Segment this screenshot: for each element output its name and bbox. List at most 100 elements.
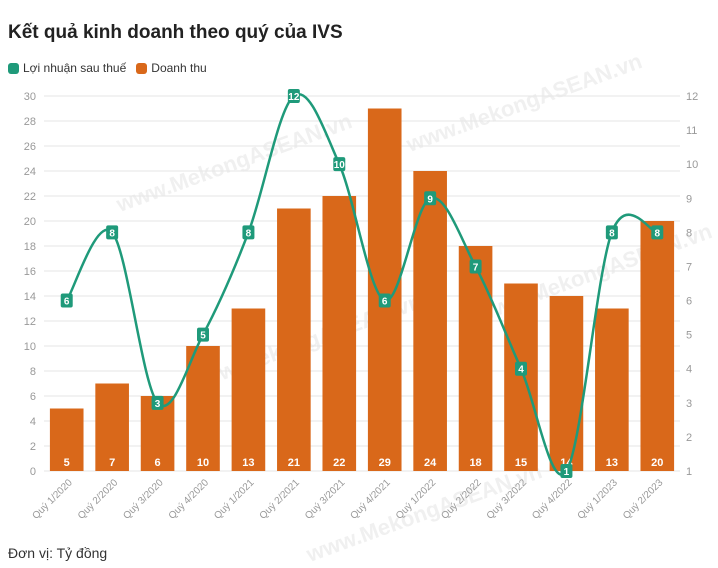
legend-swatch-profit bbox=[8, 62, 19, 74]
bar bbox=[640, 221, 675, 471]
x-tick-label: Quý 1/2022 bbox=[394, 477, 439, 522]
line-point bbox=[378, 293, 391, 308]
line-point bbox=[287, 89, 300, 103]
bar-value-label: 7 bbox=[109, 457, 115, 469]
y-left-tick-label: 18 bbox=[24, 241, 36, 253]
line-point bbox=[242, 225, 255, 240]
line-value-label: 12 bbox=[288, 92, 300, 103]
line-point bbox=[424, 191, 437, 206]
y-right-tick-label: 11 bbox=[686, 125, 697, 137]
x-tick-label: Quý 2/2021 bbox=[258, 477, 303, 522]
x-tick-label: Quý 1/2023 bbox=[576, 477, 621, 522]
y-left-tick-label: 6 bbox=[30, 391, 36, 403]
y-left-tick-label: 8 bbox=[30, 366, 36, 378]
legend: Lợi nhuận sau thuế Doanh thu bbox=[8, 61, 217, 75]
y-right-tick-label: 4 bbox=[686, 364, 692, 376]
bar bbox=[49, 408, 84, 471]
line-value-label: 8 bbox=[109, 228, 115, 239]
line-value-label: 6 bbox=[64, 297, 70, 308]
line-value-label: 6 bbox=[382, 297, 388, 308]
legend-item-profit[interactable]: Lợi nhuận sau thuế bbox=[8, 61, 126, 75]
bar bbox=[549, 296, 584, 471]
y-right-tick-label: 12 bbox=[686, 91, 698, 103]
bar bbox=[277, 208, 311, 471]
bar bbox=[595, 308, 629, 471]
line-value-label: 7 bbox=[473, 262, 479, 273]
y-right-tick-label: 9 bbox=[686, 193, 692, 205]
bar-value-label: 18 bbox=[469, 457, 481, 469]
line-value-label: 10 bbox=[334, 160, 346, 171]
y-left-tick-label: 16 bbox=[24, 266, 36, 278]
y-left-tick-label: 20 bbox=[24, 216, 36, 228]
bar-value-label: 13 bbox=[242, 457, 254, 469]
x-tick-label: Quý 1/2021 bbox=[212, 477, 257, 522]
line-point bbox=[651, 225, 664, 240]
bar bbox=[186, 346, 220, 471]
line-value-label: 9 bbox=[427, 194, 433, 205]
y-left-tick-label: 30 bbox=[24, 91, 36, 103]
bar bbox=[231, 308, 266, 471]
line-value-label: 4 bbox=[518, 365, 524, 376]
bar-value-label: 29 bbox=[379, 457, 391, 469]
y-left-tick-label: 2 bbox=[30, 441, 36, 453]
y-left-tick-label: 0 bbox=[30, 466, 36, 478]
y-right-tick-label: 2 bbox=[686, 432, 692, 444]
bar bbox=[95, 383, 129, 471]
y-left-tick-label: 28 bbox=[24, 116, 36, 128]
y-right-tick-label: 7 bbox=[686, 261, 692, 273]
line-value-label: 8 bbox=[609, 228, 615, 239]
legend-label-profit: Lợi nhuận sau thuế bbox=[23, 61, 127, 75]
y-right-tick-label: 5 bbox=[686, 330, 692, 342]
y-left-tick-label: 26 bbox=[24, 141, 36, 153]
y-left-tick-label: 14 bbox=[24, 291, 36, 303]
line-point bbox=[560, 464, 573, 478]
line-value-label: 3 bbox=[155, 399, 161, 410]
line-value-label: 5 bbox=[200, 331, 206, 342]
line-value-label: 1 bbox=[564, 467, 570, 478]
line-point bbox=[515, 361, 527, 376]
bar-value-label: 21 bbox=[288, 457, 300, 469]
line-point bbox=[106, 225, 119, 240]
line-point bbox=[605, 225, 618, 240]
y-left-tick-label: 12 bbox=[24, 316, 36, 328]
y-right-tick-label: 3 bbox=[686, 398, 692, 410]
line-point bbox=[151, 395, 164, 410]
unit-note: Đơn vị: Tỷ đồng bbox=[8, 545, 108, 561]
bar bbox=[413, 171, 447, 471]
x-tick-label: Quý 3/2022 bbox=[485, 477, 530, 522]
line-point bbox=[469, 259, 482, 274]
bar-value-label: 20 bbox=[651, 457, 663, 469]
bar-value-label: 10 bbox=[197, 457, 209, 469]
chart-title: Kết quả kinh doanh theo quý của IVS bbox=[8, 22, 343, 43]
x-tick-label: Quý 4/2022 bbox=[530, 477, 575, 522]
bar-value-label: 15 bbox=[515, 457, 527, 469]
y-right-tick-label: 1 bbox=[686, 466, 692, 478]
y-left-tick-label: 10 bbox=[24, 341, 36, 353]
bar bbox=[458, 246, 493, 471]
x-tick-label: Quý 4/2020 bbox=[167, 477, 212, 522]
x-tick-label: Quý 2/2020 bbox=[76, 477, 121, 522]
legend-label-revenue: Doanh thu bbox=[151, 61, 207, 75]
legend-item-revenue[interactable]: Doanh thu bbox=[136, 61, 207, 75]
line-value-label: 8 bbox=[655, 228, 661, 239]
line-point bbox=[60, 293, 73, 308]
x-tick-label: Quý 1/2020 bbox=[30, 477, 75, 522]
bar-value-label: 6 bbox=[155, 457, 161, 469]
y-right-tick-label: 10 bbox=[686, 159, 698, 171]
y-left-tick-label: 24 bbox=[24, 166, 36, 178]
bar bbox=[322, 196, 357, 471]
line-value-label: 8 bbox=[246, 228, 252, 239]
y-right-tick-label: 6 bbox=[686, 296, 692, 308]
bar-value-label: 13 bbox=[606, 457, 618, 469]
y-left-tick-label: 22 bbox=[24, 191, 36, 203]
x-tick-label: Quý 4/2021 bbox=[348, 477, 393, 522]
x-tick-label: Quý 3/2020 bbox=[121, 477, 166, 522]
x-tick-label: Quý 2/2022 bbox=[439, 477, 484, 522]
y-right-tick-label: 8 bbox=[686, 227, 692, 239]
y-left-tick-label: 4 bbox=[30, 416, 36, 428]
legend-swatch-revenue bbox=[136, 62, 148, 74]
bar-value-label: 5 bbox=[64, 457, 70, 469]
bar-value-label: 24 bbox=[424, 457, 437, 469]
x-tick-label: Quý 2/2023 bbox=[621, 477, 666, 522]
